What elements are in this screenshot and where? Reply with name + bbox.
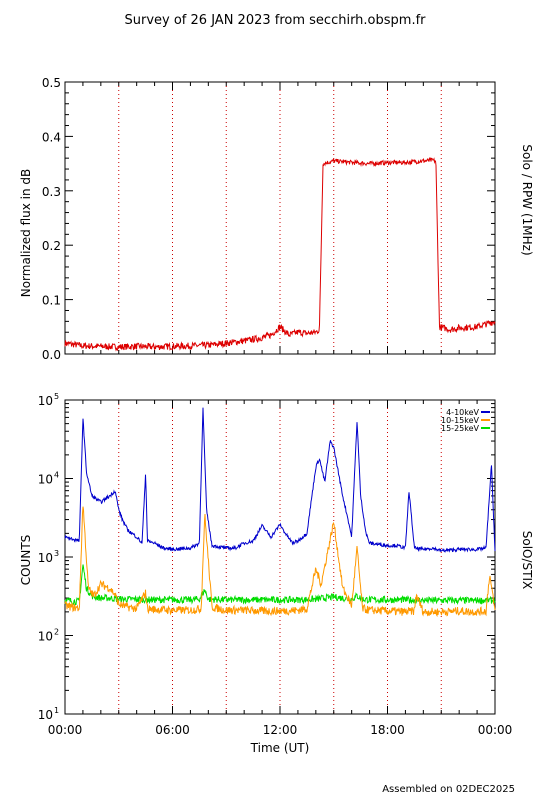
rpw-axis-ticks: 0.0 0.1 0.2 0.3 0.4 0.5 <box>42 76 496 362</box>
stix-ylabel: COUNTS <box>19 535 33 586</box>
stix-ytick-exponent: 2 <box>54 628 59 637</box>
rpw-right-label: Solo / RPW (1MHz) <box>520 144 534 255</box>
rpw-hour-markers <box>118 82 442 354</box>
rpw-flux-line <box>64 156 496 352</box>
stix-right-label: SolO/STIX <box>520 531 534 590</box>
rpw-series <box>64 156 496 352</box>
stix-ytick-label: 10 <box>38 394 53 408</box>
figure-title: Survey of 26 JAN 2023 from secchirh.obsp… <box>125 13 427 28</box>
stix-series-line-4-10keV <box>64 407 496 553</box>
rpw-ytick-label: 0.4 <box>42 130 61 144</box>
stix-xtick-label: 18:00 <box>370 723 405 737</box>
stix-series-line-15-25keV <box>64 564 496 606</box>
stix-series <box>64 407 496 618</box>
rpw-panel: 0.0 0.1 0.2 0.3 0.4 0.5 Normalized flux in dB… <box>19 76 534 362</box>
legend-label: 10-15keV <box>441 416 480 425</box>
rpw-ytick-label: 0.1 <box>42 294 61 308</box>
rpw-ytick-label: 0.5 <box>42 76 61 90</box>
stix-xtick-label: 12:00 <box>263 723 298 737</box>
rpw-ytick-label: 0.0 <box>42 348 61 362</box>
rpw-ytick-label: 0.3 <box>42 185 61 199</box>
stix-ytick-label: 10 <box>38 708 53 722</box>
rpw-ylabel: Normalized flux in dB <box>19 169 33 298</box>
legend-label: 15-25keV <box>441 424 480 433</box>
stix-ytick-exponent: 1 <box>54 706 59 715</box>
stix-ytick-exponent: 4 <box>54 471 59 480</box>
stix-hour-markers <box>118 400 442 714</box>
stix-xtick-label: 06:00 <box>155 723 190 737</box>
stix-ytick-label: 10 <box>38 473 53 487</box>
stix-series-line-10-15keV <box>64 506 496 618</box>
footer-assembled: Assembled on 02DEC2025 <box>382 784 515 795</box>
stix-ytick-exponent: 3 <box>54 549 59 558</box>
legend-label: 4-10keV <box>446 408 479 417</box>
stix-ytick-label: 10 <box>38 551 53 565</box>
stix-ytick-exponent: 5 <box>54 392 59 401</box>
rpw-ytick-label: 0.2 <box>42 239 61 253</box>
stix-xlabel: Time (UT) <box>250 741 310 755</box>
stix-xtick-label: 00:00 <box>478 723 513 737</box>
stix-ytick-label: 10 <box>38 630 53 644</box>
stix-xtick-label: 00:00 <box>48 723 83 737</box>
